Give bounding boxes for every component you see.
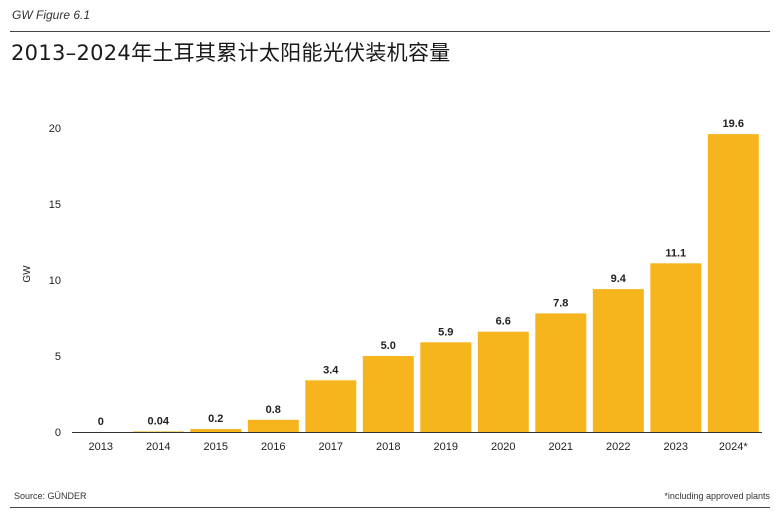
x-tick-label: 2022: [606, 441, 630, 453]
bar-2024*: [707, 134, 759, 432]
bar-2016: [247, 419, 299, 432]
x-tick-label: 2018: [376, 441, 400, 453]
x-tick-label: 2013: [89, 441, 113, 453]
bottom-rule: [10, 507, 770, 508]
bar-2022: [592, 289, 644, 432]
data-label: 7.8: [553, 297, 568, 309]
y-axis-label: GW: [22, 265, 33, 283]
y-tick-label: 5: [55, 351, 61, 363]
x-tick-label: 2017: [319, 441, 343, 453]
y-tick-label: 20: [49, 123, 61, 135]
data-label: 6.6: [496, 316, 511, 328]
data-label: 0.2: [208, 413, 223, 425]
x-tick-label: 2015: [204, 441, 228, 453]
x-tick-label: 2020: [491, 441, 515, 453]
data-label: 0.8: [266, 404, 281, 416]
data-label: 3.4: [323, 364, 339, 376]
bar-2017: [305, 380, 357, 432]
x-tick-label: 2014: [146, 441, 170, 453]
bar-2019: [420, 342, 472, 432]
x-tick-label: 2019: [434, 441, 458, 453]
bar-2014: [132, 431, 184, 432]
data-label: 0: [98, 416, 104, 428]
data-label: 11.1: [665, 247, 686, 259]
figure-label: GW Figure 6.1: [12, 8, 91, 22]
footnote: *including approved plants: [664, 491, 770, 501]
data-label: 9.4: [611, 273, 627, 285]
source-note: Source: GÜNDER: [14, 491, 87, 501]
chart-title: 2013–2024年土耳其累计太阳能光伏装机容量: [11, 41, 451, 65]
bar-2021: [535, 313, 587, 432]
x-tick-label: 2021: [549, 441, 573, 453]
bar-2020: [477, 331, 529, 432]
data-label: 5.0: [381, 340, 396, 352]
data-label: 0.04: [148, 415, 170, 427]
y-tick-label: 0: [55, 427, 61, 439]
x-tick-label: 2016: [261, 441, 285, 453]
bar-2015: [190, 429, 242, 432]
data-label: 19.6: [723, 118, 744, 130]
x-tick-label: 2023: [664, 441, 688, 453]
bar-2023: [650, 263, 702, 432]
y-tick-label: 15: [49, 199, 61, 211]
bar-2018: [362, 356, 414, 432]
top-rule: [10, 31, 770, 32]
y-tick-label: 10: [49, 275, 61, 287]
x-tick-label: 2024*: [719, 441, 748, 453]
data-label: 5.9: [438, 326, 453, 338]
